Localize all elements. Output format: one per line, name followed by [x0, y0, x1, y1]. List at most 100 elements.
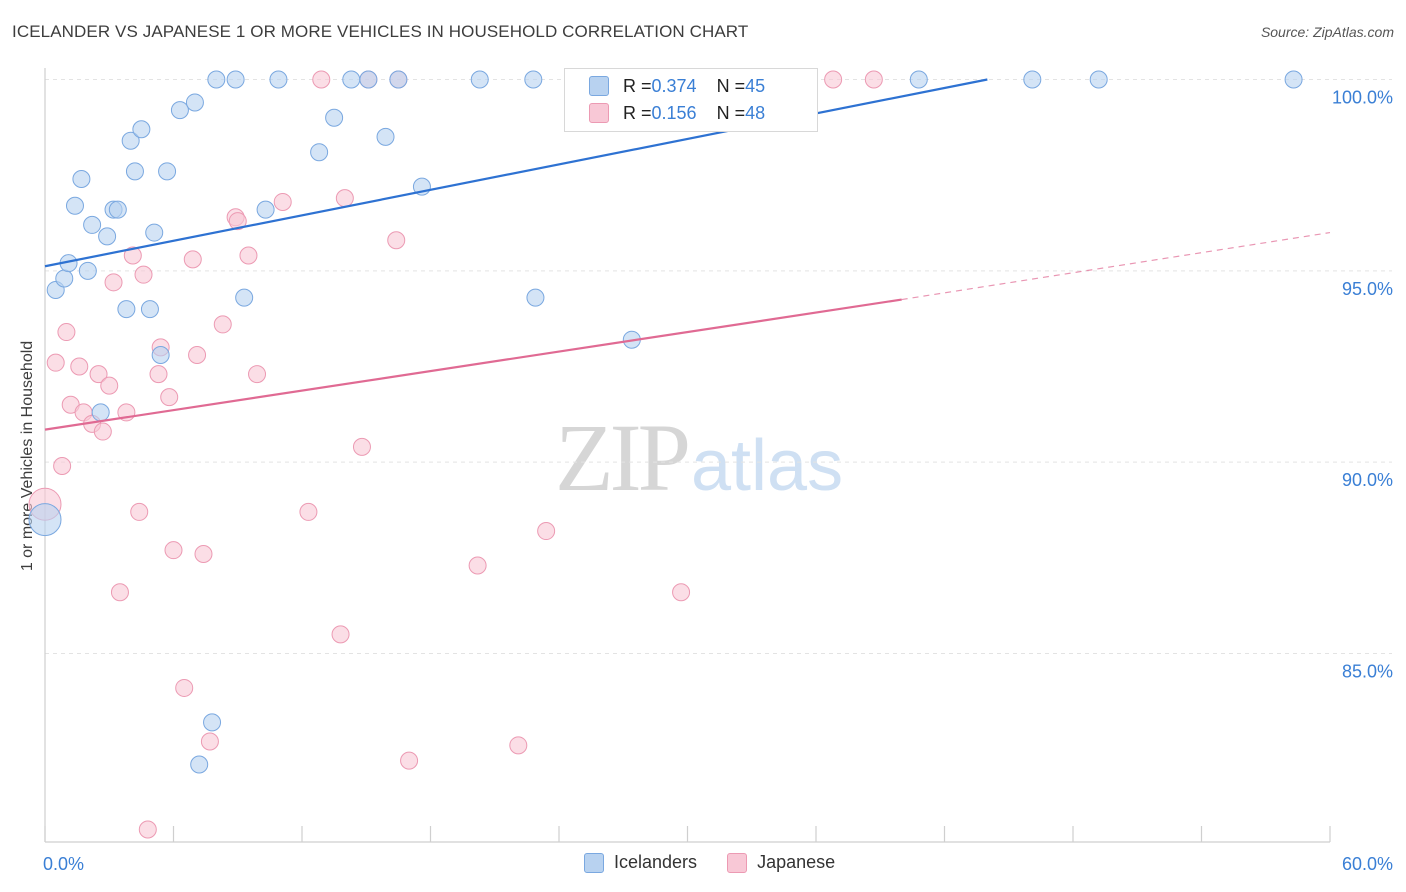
japanese-point [200, 732, 219, 751]
legend-r-label: R = [623, 102, 652, 123]
japanese-legend-swatch [727, 852, 748, 873]
icelander-point [158, 162, 177, 181]
japanese-point [239, 246, 258, 265]
japanese-point [110, 583, 129, 602]
japanese-point [46, 353, 65, 372]
icelander-point [28, 503, 62, 537]
japanese-point [138, 820, 157, 839]
japanese-point [160, 388, 179, 407]
icelander-point [98, 227, 117, 246]
japanese-trend-extension [901, 231, 1331, 301]
japanese-point [352, 437, 371, 456]
source-label: Source: ZipAtlas.com [1260, 24, 1394, 40]
japanese-legend-label: Japanese [757, 852, 836, 872]
legend-item-icelanders: Icelanders [584, 852, 697, 873]
japanese-point [183, 250, 202, 269]
icelander-point [190, 755, 209, 774]
icelander-point [470, 70, 489, 89]
japanese-point [104, 273, 123, 292]
japanese-point [824, 70, 843, 89]
japanese-point [331, 625, 350, 644]
japanese-point [387, 231, 406, 250]
icelander-point [65, 196, 84, 215]
icelander-point [1284, 70, 1303, 89]
japanese-point [213, 315, 232, 334]
legend-n-value: 45 [745, 75, 766, 96]
japanese-point [312, 70, 331, 89]
japanese-point [400, 751, 419, 770]
icelander-point [389, 70, 408, 89]
icelander-point [310, 143, 329, 162]
watermark: ZIPatlas [555, 402, 843, 513]
x-tick-label-min: 0.0% [43, 854, 84, 874]
icelander-point [145, 223, 164, 242]
japanese-point [864, 70, 883, 89]
japanese-point [100, 376, 119, 395]
legend-item-japanese: Japanese [727, 852, 835, 873]
japanese-point [134, 265, 153, 284]
icelander-point [185, 93, 204, 112]
icelander-point [55, 269, 74, 288]
legend-n-value: 48 [745, 102, 766, 123]
legend-n-label: N = [716, 75, 746, 96]
legend-r-value: 0.374 [651, 75, 697, 96]
japanese-point [248, 365, 267, 384]
icelanders-swatch [589, 76, 609, 96]
japanese-point [175, 678, 194, 697]
legend-row-japanese: R = 0.156 N = 48 [565, 100, 765, 126]
icelander-point [140, 300, 159, 319]
legend-r-value: 0.156 [651, 102, 697, 123]
icelander-point [269, 70, 288, 89]
japanese-point [57, 323, 76, 342]
watermark-zip: ZIP [555, 404, 691, 511]
japanese-point [194, 545, 213, 564]
icelander-point [203, 713, 222, 732]
icelander-point [376, 127, 395, 146]
icelander-point [1089, 70, 1108, 89]
icelander-point [108, 200, 127, 219]
icelander-point [72, 169, 91, 188]
japanese-point [93, 422, 112, 441]
x-tick-label-max: 60.0% [1342, 854, 1393, 874]
icelander-point [91, 403, 110, 422]
japanese-point [89, 365, 108, 384]
japanese-point [228, 212, 247, 231]
icelander-point [226, 70, 245, 89]
icelander-point [235, 288, 254, 307]
y-tick-label: 85.0% [1342, 662, 1393, 682]
icelander-point [151, 346, 170, 365]
y-tick-label: 95.0% [1342, 279, 1393, 299]
japanese-point [164, 541, 183, 560]
japanese-trend-line [44, 298, 902, 431]
japanese-swatch [589, 103, 609, 123]
y-tick-label: 90.0% [1342, 470, 1393, 490]
japanese-point [70, 357, 89, 376]
icelander-point [170, 101, 189, 120]
watermark-atlas: atlas [691, 426, 844, 506]
icelander-point [83, 215, 102, 234]
icelander-point [125, 162, 144, 181]
icelander-trend-line [44, 78, 988, 268]
y-tick-label: 100.0% [1332, 88, 1393, 108]
japanese-point [273, 192, 292, 211]
japanese-point [130, 502, 149, 521]
japanese-point [335, 189, 354, 208]
series-legend: Icelanders Japanese [584, 852, 865, 873]
legend-row-icelanders: R = 0.374 N = 45 [565, 73, 765, 99]
icelander-point [325, 108, 344, 127]
japanese-point [149, 365, 168, 384]
japanese-point [299, 502, 318, 521]
japanese-point [468, 556, 487, 575]
icelanders-legend-swatch [584, 852, 604, 873]
icelander-point [78, 261, 97, 280]
icelander-point [132, 120, 151, 139]
icelander-point [121, 131, 140, 150]
icelander-point [526, 288, 545, 307]
legend-r-label: R = [623, 75, 652, 96]
icelander-point [909, 70, 928, 89]
japanese-point [537, 522, 556, 541]
correlation-legend: R = 0.374 N = 45 R = 0.156 N = 48 [564, 68, 818, 132]
japanese-point [509, 736, 528, 755]
legend-n-label: N = [716, 102, 746, 123]
